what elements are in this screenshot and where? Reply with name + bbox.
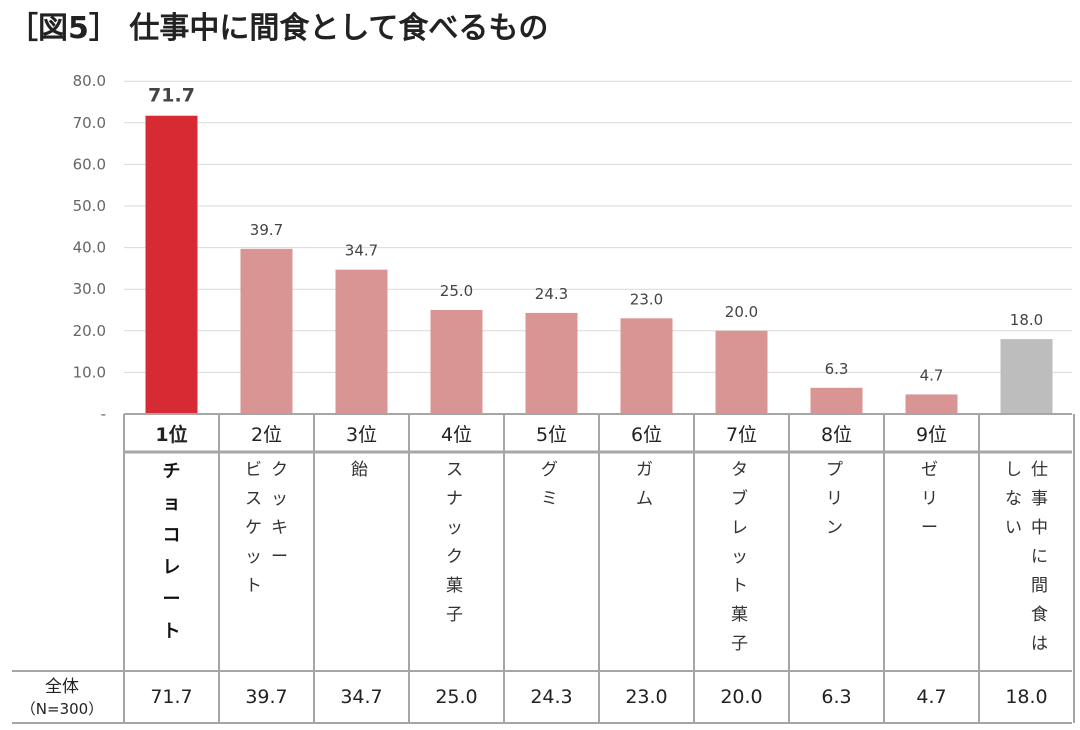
y-tick-label: 80.0 bbox=[73, 72, 106, 90]
rank-header: 4位 bbox=[440, 424, 473, 446]
y-tick-label: 20.0 bbox=[73, 322, 106, 340]
data-label: 39.7 bbox=[250, 221, 283, 239]
category-name: スナック菓子 bbox=[446, 460, 463, 625]
rank-header: 6位 bbox=[630, 424, 663, 446]
table-value: 24.3 bbox=[530, 686, 573, 708]
row-label: 全体 （N=300） bbox=[20, 677, 104, 718]
bar bbox=[335, 269, 388, 414]
rank-header: 8位 bbox=[820, 424, 853, 446]
y-tick-label: 70.0 bbox=[73, 114, 106, 132]
rank-header: 7位 bbox=[725, 424, 758, 446]
category-name: タブレット菓子 bbox=[731, 460, 748, 654]
bar bbox=[240, 248, 293, 414]
table-value: 34.7 bbox=[340, 686, 383, 708]
bar bbox=[810, 387, 863, 414]
category-name: 仕事中に間食はしない bbox=[1005, 460, 1048, 654]
table-value: 20.0 bbox=[720, 686, 763, 708]
bar bbox=[430, 310, 483, 414]
data-label: 24.3 bbox=[535, 285, 568, 303]
bar bbox=[905, 394, 958, 414]
category-name: 飴 bbox=[351, 460, 368, 480]
category-name: チョコレート bbox=[162, 461, 181, 642]
data-label: 71.7 bbox=[148, 85, 195, 107]
y-tick-label: 60.0 bbox=[73, 155, 106, 173]
y-tick-label: 30.0 bbox=[73, 280, 106, 298]
data-label: 6.3 bbox=[825, 360, 849, 378]
category-name: クッキービスケット bbox=[245, 460, 288, 596]
table-value: 4.7 bbox=[916, 686, 947, 708]
rank-header: 3位 bbox=[345, 424, 378, 446]
y-tick-label: - bbox=[101, 405, 106, 423]
data-label: 20.0 bbox=[725, 303, 758, 321]
data-label: 34.7 bbox=[345, 242, 378, 260]
data-label: 25.0 bbox=[440, 282, 473, 300]
y-tick-label: 10.0 bbox=[73, 363, 106, 381]
table-value: 23.0 bbox=[625, 686, 668, 708]
rank-header: 2位 bbox=[250, 424, 283, 446]
bar bbox=[525, 312, 578, 414]
category-name: グミ bbox=[541, 460, 558, 509]
rank-header: 5位 bbox=[535, 424, 568, 446]
table-value: 25.0 bbox=[435, 686, 478, 708]
data-label: 18.0 bbox=[1010, 311, 1043, 329]
bar bbox=[1000, 339, 1053, 414]
rank-header: 9位 bbox=[915, 424, 948, 446]
rank-header: 1位 bbox=[155, 424, 188, 446]
data-label: 23.0 bbox=[630, 290, 663, 308]
y-tick-label: 50.0 bbox=[73, 197, 106, 215]
bar bbox=[620, 318, 673, 414]
bar bbox=[715, 330, 768, 414]
table-value: 71.7 bbox=[150, 686, 193, 708]
table-value: 18.0 bbox=[1005, 686, 1048, 708]
category-name: プリン bbox=[826, 460, 843, 538]
category-name: ゼリー bbox=[921, 460, 938, 538]
rank-header bbox=[979, 418, 1074, 452]
y-tick-label: 40.0 bbox=[73, 239, 106, 257]
chart-title: ［図5］ 仕事中に間食として食べるもの bbox=[8, 11, 549, 46]
bar bbox=[145, 115, 198, 414]
category-name: ガム bbox=[636, 460, 653, 509]
data-label: 4.7 bbox=[920, 366, 944, 384]
table-value: 39.7 bbox=[245, 686, 288, 708]
table-value: 6.3 bbox=[821, 686, 852, 708]
